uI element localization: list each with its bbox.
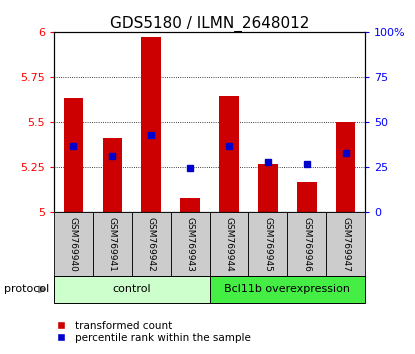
Bar bbox=[103, 138, 122, 212]
Text: GSM769941: GSM769941 bbox=[108, 217, 117, 272]
Bar bbox=[326, 212, 365, 276]
Bar bbox=[142, 37, 161, 212]
Text: control: control bbox=[112, 284, 151, 295]
Bar bbox=[54, 276, 210, 303]
Text: Bcl11b overexpression: Bcl11b overexpression bbox=[225, 284, 350, 295]
Legend: transformed count, percentile rank within the sample: transformed count, percentile rank withi… bbox=[47, 316, 255, 347]
Text: GSM769944: GSM769944 bbox=[225, 217, 234, 272]
Text: GSM769943: GSM769943 bbox=[186, 217, 195, 272]
Bar bbox=[63, 98, 83, 212]
Text: GSM769947: GSM769947 bbox=[341, 217, 350, 272]
Bar bbox=[54, 212, 93, 276]
Bar bbox=[210, 212, 249, 276]
Text: GSM769942: GSM769942 bbox=[147, 217, 156, 272]
Bar bbox=[132, 212, 171, 276]
Bar bbox=[249, 212, 287, 276]
Text: GSM769945: GSM769945 bbox=[264, 217, 272, 272]
Bar bbox=[336, 122, 356, 212]
Bar bbox=[171, 212, 210, 276]
Title: GDS5180 / ILMN_2648012: GDS5180 / ILMN_2648012 bbox=[110, 16, 309, 32]
Bar bbox=[287, 212, 326, 276]
Text: GSM769946: GSM769946 bbox=[303, 217, 311, 272]
Bar bbox=[93, 212, 132, 276]
Bar bbox=[210, 276, 365, 303]
Text: protocol: protocol bbox=[4, 284, 49, 295]
Bar bbox=[297, 182, 317, 212]
Bar bbox=[181, 198, 200, 212]
Bar bbox=[258, 164, 278, 212]
Bar bbox=[219, 96, 239, 212]
Text: GSM769940: GSM769940 bbox=[69, 217, 78, 272]
